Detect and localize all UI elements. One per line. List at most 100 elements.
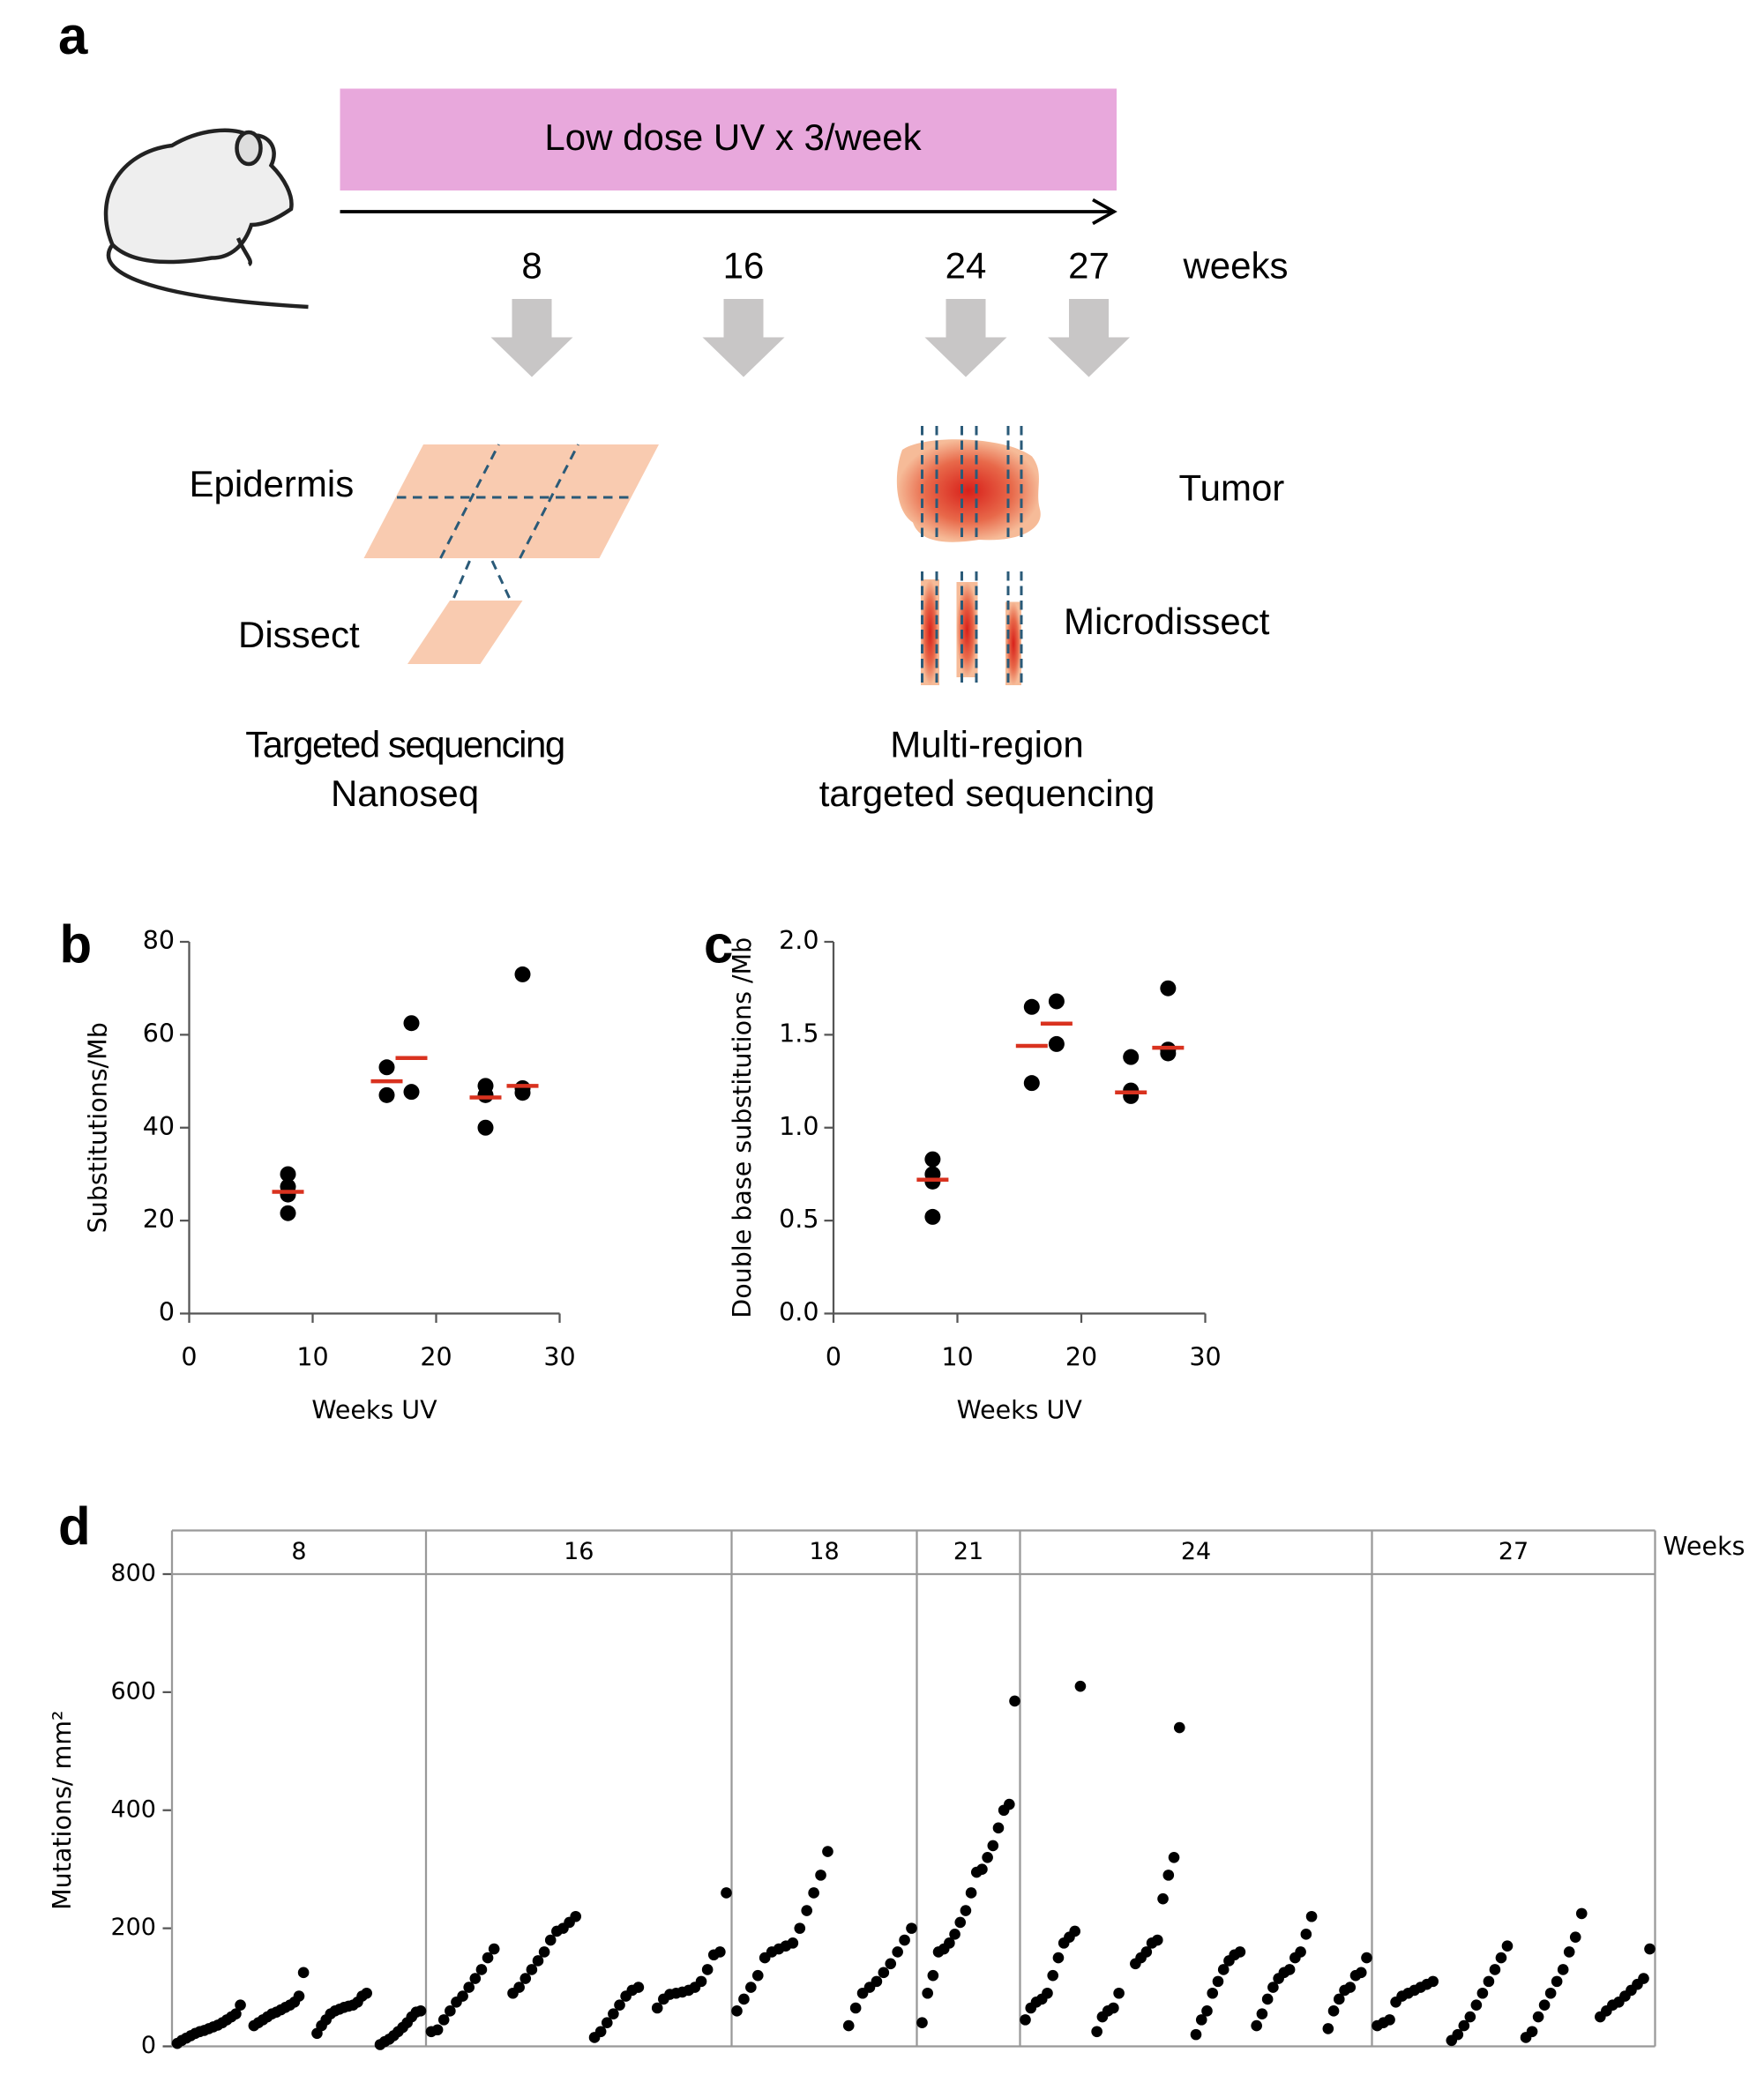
point	[976, 1863, 988, 1875]
point	[1322, 2023, 1334, 2034]
point	[1023, 998, 1040, 1015]
point	[280, 1205, 296, 1221]
point	[437, 2014, 450, 2026]
point	[1201, 2005, 1213, 2017]
point	[731, 2005, 743, 2017]
point	[1283, 1964, 1296, 1975]
timeline-head	[1092, 198, 1117, 226]
y-tick-label: 1.5	[779, 1019, 818, 1048]
point	[463, 1982, 475, 1993]
uv-banner	[340, 88, 1117, 190]
point	[924, 1208, 941, 1225]
point	[960, 1905, 972, 1916]
tumor	[896, 439, 1041, 542]
y-tick-label: 2.0	[779, 926, 818, 955]
down-arrow	[924, 299, 1007, 377]
point	[1173, 1721, 1185, 1734]
point	[378, 1059, 395, 1076]
point	[815, 1870, 826, 1881]
point	[235, 1999, 246, 2011]
point	[701, 1964, 714, 1975]
point	[808, 1887, 819, 1899]
timepoint-label: 8	[521, 245, 542, 287]
x-axis-label: Weeks UV	[957, 1396, 1083, 1425]
method-label: targeted sequencing	[819, 773, 1155, 814]
point	[1047, 1969, 1059, 1982]
facet-title: Weeks	[1663, 1532, 1745, 1561]
point	[954, 1916, 967, 1929]
point	[1483, 1975, 1495, 1988]
point	[488, 1943, 500, 1955]
point	[1333, 1993, 1345, 2005]
point	[1551, 1975, 1563, 1988]
down-arrow	[490, 299, 573, 377]
point	[1532, 2011, 1544, 2023]
panel-label: d	[58, 1497, 91, 1556]
timepoint-label: 24	[946, 245, 987, 287]
point	[1052, 1952, 1065, 1964]
facet-label: 8	[291, 1538, 306, 1565]
point	[1190, 2028, 1202, 2041]
point	[1113, 1987, 1125, 1999]
method-label: Nanoseq	[331, 773, 479, 814]
point	[892, 1946, 903, 1958]
facet-label: 18	[809, 1538, 839, 1565]
y-tick-label: 600	[110, 1677, 156, 1705]
point	[293, 1990, 305, 2002]
point	[1048, 1035, 1065, 1052]
point	[1256, 2008, 1268, 2019]
y-axis-label: Double base substitutions /Mb	[728, 937, 757, 1318]
point	[1575, 1907, 1588, 1920]
point	[1152, 1934, 1163, 1946]
point	[1569, 1931, 1581, 1943]
point	[632, 1982, 645, 1993]
unit-label: weeks	[1182, 245, 1288, 287]
point	[297, 1967, 310, 1979]
point	[992, 1822, 1005, 1834]
point	[513, 1982, 525, 1993]
y-tick-label: 40	[143, 1112, 175, 1141]
point	[532, 1955, 544, 1967]
point	[1538, 1999, 1551, 2011]
down-arrow	[702, 299, 785, 377]
point	[1207, 1987, 1219, 1999]
point	[1020, 2014, 1031, 2026]
y-tick-label: 400	[110, 1795, 156, 1823]
point	[570, 1910, 581, 1922]
point	[695, 1975, 707, 1988]
y-tick-label: 20	[143, 1205, 175, 1234]
point	[1217, 1964, 1230, 1975]
point	[1048, 993, 1065, 1010]
point	[415, 2005, 427, 2017]
facet-label: 24	[1181, 1538, 1211, 1565]
point	[738, 1993, 750, 2005]
point	[519, 1973, 532, 1984]
point	[514, 966, 531, 982]
point	[1470, 1999, 1483, 2011]
x-tick-label: 0	[181, 1343, 197, 1372]
point	[1074, 1680, 1087, 1692]
point	[544, 1934, 557, 1946]
point	[916, 2017, 928, 2029]
point	[1140, 1946, 1153, 1958]
x-tick-label: 0	[826, 1343, 841, 1372]
point	[1091, 2026, 1102, 2038]
point	[403, 1015, 420, 1032]
point	[987, 1840, 999, 1852]
point	[1458, 2019, 1470, 2032]
y-tick-label: 1.0	[779, 1112, 818, 1141]
point	[899, 1934, 910, 1946]
banner-text: Low dose UV x 3/week	[544, 116, 922, 158]
point	[482, 1952, 494, 1964]
point	[1042, 1987, 1053, 1999]
facet-label: 27	[1499, 1538, 1529, 1565]
point	[469, 1973, 482, 1984]
point	[403, 1084, 420, 1101]
point	[721, 1887, 732, 1899]
point	[1557, 1964, 1569, 1975]
point	[878, 1967, 890, 1979]
dissected-piece	[407, 601, 523, 664]
point	[787, 1937, 799, 1949]
x-tick-label: 10	[296, 1343, 328, 1372]
point	[924, 1151, 941, 1168]
